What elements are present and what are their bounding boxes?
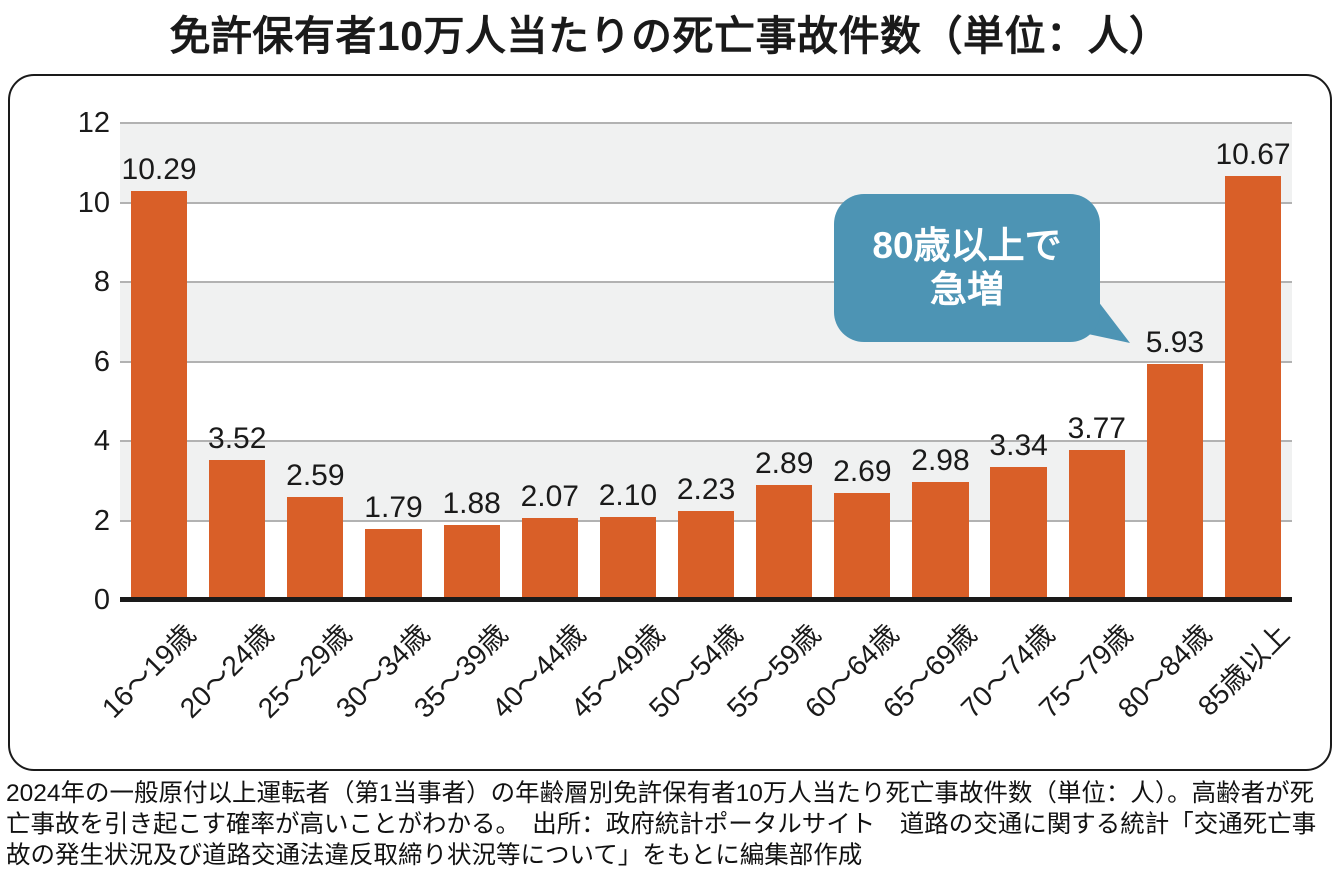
y-axis-tick-label: 12	[77, 107, 110, 139]
bar	[1146, 364, 1204, 600]
bar	[365, 528, 422, 600]
bar-value-label: 2.69	[833, 455, 892, 489]
bar	[130, 190, 188, 600]
bar	[287, 497, 344, 600]
y-axis-tick-label: 6	[93, 345, 110, 378]
bar-value-label: 3.34	[989, 429, 1048, 463]
bar-slot: 2.98	[901, 123, 979, 600]
bar	[599, 516, 657, 600]
bar-slot: 2.07	[511, 123, 589, 600]
bar-slot: 10.29	[120, 123, 198, 600]
bar-slot: 2.89	[745, 123, 823, 600]
chart-title: 免許保有者10万人当たりの死亡事故件数（単位：人）	[169, 13, 1171, 59]
bar-slot: 2.59	[276, 123, 354, 600]
y-axis-tick-label: 4	[93, 425, 110, 458]
bar	[1068, 450, 1125, 600]
gridline	[120, 201, 1292, 204]
callout-line1: 80歳以上で	[872, 224, 1062, 266]
callout-bubble: 80歳以上で 急増	[834, 194, 1100, 342]
bar-slot: 3.34	[980, 123, 1058, 600]
bar-value-label: 2.10	[598, 478, 658, 512]
y-axis-tick-label: 10	[77, 186, 110, 219]
plot-band	[120, 123, 1292, 203]
y-axis-tick-label: 8	[93, 266, 110, 299]
bar-value-label: 2.98	[911, 443, 970, 477]
bar-value-label: 1.88	[442, 487, 501, 521]
bar-slot: 10.67	[1214, 123, 1292, 600]
bar-value-label: 2.23	[676, 473, 736, 507]
bar	[834, 493, 891, 600]
bar	[990, 467, 1047, 600]
bar-slot: 2.69	[823, 123, 901, 600]
bar-value-label: 3.77	[1067, 412, 1126, 446]
bar-slot: 1.79	[354, 123, 432, 600]
y-axis-tick-label: 2	[93, 504, 110, 537]
bar	[209, 460, 266, 600]
bar	[677, 511, 735, 600]
chart-panel: 0 2 4 6 8 10 12 10.29 3.52 2.59 1.79 1.88 2.07 2.10 2.…	[8, 74, 1332, 771]
bar-slot: 5.93	[1136, 123, 1214, 600]
bars-container: 10.29 3.52 2.59 1.79 1.88 2.07 2.10 2.23 2.89 2.6…	[120, 123, 1292, 600]
plot-area: 0 2 4 6 8 10 12 10.29 3.52 2.59 1.79 1.88 2.07 2.10 2.…	[78, 108, 1295, 724]
source-note: 2024年の一般原付以上運転者（第1当事者）の年齢層別免許保有者10万人当たり死…	[6, 780, 1317, 869]
bar-value-label: 10.29	[121, 152, 197, 186]
callout-line2: 急増	[930, 269, 1004, 310]
bar-value-label: 2.59	[286, 459, 345, 493]
bar-value-label: 10.67	[1215, 137, 1291, 171]
gridline	[120, 360, 1292, 363]
gridline	[120, 440, 1292, 443]
x-axis-line	[120, 597, 1292, 602]
bar-slot: 1.88	[433, 123, 511, 600]
bar-value-label: 3.52	[208, 422, 267, 456]
bar-value-label: 5.93	[1145, 326, 1205, 360]
bar-value-label: 2.89	[755, 447, 814, 481]
y-axis-tick-label: 0	[93, 584, 110, 616]
bar-slot: 2.23	[667, 123, 745, 600]
bar	[756, 485, 813, 600]
bar-slot: 3.77	[1058, 123, 1136, 600]
bar	[443, 525, 500, 600]
bar	[521, 517, 578, 600]
gridline	[120, 281, 1292, 284]
bar-value-label: 1.79	[364, 490, 423, 524]
bar	[912, 481, 969, 600]
bar-slot: 3.52	[198, 123, 276, 600]
bar	[1224, 175, 1282, 600]
gridline	[120, 122, 1292, 124]
bar-value-label: 2.07	[520, 479, 579, 513]
bar-slot: 2.10	[589, 123, 667, 600]
